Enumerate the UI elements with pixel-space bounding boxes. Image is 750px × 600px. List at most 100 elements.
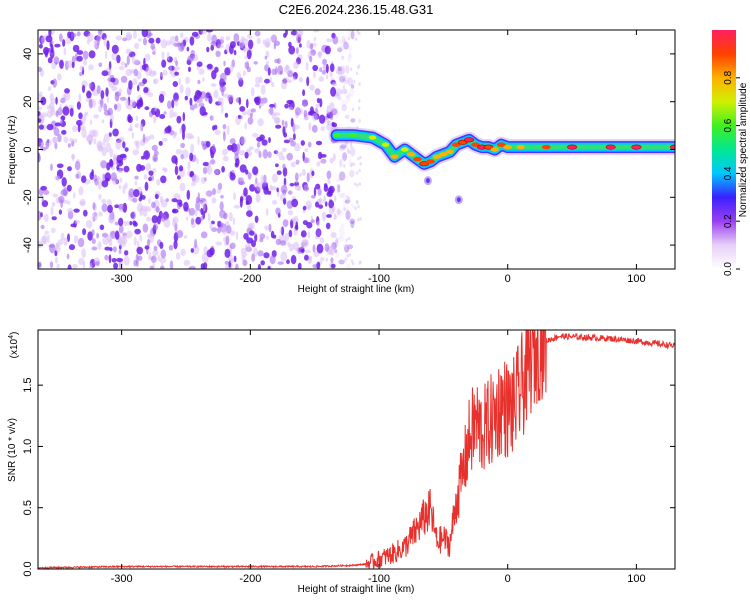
noise-blob xyxy=(116,54,121,64)
noise-blob xyxy=(294,107,302,116)
y-tick-label: 0 xyxy=(22,146,34,152)
noise-blob xyxy=(82,50,89,60)
noise-blob xyxy=(100,90,105,100)
noise-blob xyxy=(337,67,343,75)
noise-blob xyxy=(169,65,172,75)
noise-blob xyxy=(189,170,195,177)
noise-blob xyxy=(341,55,345,60)
noise-blob xyxy=(174,165,179,176)
noise-blob xyxy=(67,233,70,242)
noise-blob xyxy=(48,244,55,248)
noise-blob xyxy=(45,140,50,150)
colorbar-tick-label: 0.2 xyxy=(723,214,734,228)
noise-blob xyxy=(61,129,67,135)
noise-blob xyxy=(260,84,266,95)
noise-blob xyxy=(297,185,301,191)
noise-blob xyxy=(316,261,321,269)
noise-blob xyxy=(81,128,87,139)
noise-blob xyxy=(275,66,278,75)
noise-blob xyxy=(249,222,255,230)
noise-blob xyxy=(307,231,311,239)
noise-blob xyxy=(268,223,272,233)
noise-blob xyxy=(134,181,138,186)
noise-blob xyxy=(54,250,58,257)
noise-blob xyxy=(176,115,182,124)
noise-blob xyxy=(172,112,178,118)
noise-blob xyxy=(76,55,83,62)
noise-blob xyxy=(116,154,123,164)
noise-blob xyxy=(132,78,138,86)
spectrogram-x-label: Height of straight line (km) xyxy=(298,284,415,295)
noise-blob xyxy=(340,223,345,229)
noise-blob xyxy=(337,185,341,193)
noise-blob xyxy=(244,55,248,60)
noise-blob xyxy=(146,216,151,222)
noise-blob xyxy=(38,124,45,130)
noise-blob xyxy=(303,109,308,119)
noise-blob xyxy=(261,181,268,187)
noise-blob xyxy=(165,198,169,203)
noise-blob xyxy=(68,244,76,251)
noise-blob xyxy=(314,88,321,96)
noise-blob xyxy=(78,186,84,196)
noise-blob xyxy=(249,230,255,236)
noise-blob xyxy=(337,192,345,198)
signal-hotspot xyxy=(541,144,551,150)
noise-blob xyxy=(125,98,130,109)
noise-blob xyxy=(268,137,271,143)
noise-blob xyxy=(78,112,83,120)
noise-blob xyxy=(142,37,148,46)
noise-blob xyxy=(304,148,309,153)
snr-y-label: SNR (10 * v/v) xyxy=(7,418,18,482)
noise-blob xyxy=(295,159,301,164)
noise-blob xyxy=(135,115,139,122)
noise-blob xyxy=(128,80,133,90)
noise-blob xyxy=(336,209,344,217)
noise-blob xyxy=(74,219,80,224)
noise-blob xyxy=(104,50,108,59)
noise-blob xyxy=(72,125,78,132)
noise-blob xyxy=(298,76,304,83)
noise-blob xyxy=(342,80,349,85)
noise-blob xyxy=(185,76,191,85)
noise-blob xyxy=(289,182,295,187)
noise-blob xyxy=(83,59,87,66)
noise-blob xyxy=(152,249,159,256)
noise-blob xyxy=(53,56,60,65)
noise-blob xyxy=(98,30,102,35)
noise-blob xyxy=(283,177,287,186)
noise-blob xyxy=(211,197,217,204)
noise-blob xyxy=(278,151,284,161)
noise-blob xyxy=(325,257,328,262)
noise-blob xyxy=(132,197,138,203)
noise-blob xyxy=(286,259,290,265)
noise-blob xyxy=(81,248,86,259)
noise-blob xyxy=(51,136,59,144)
noise-blob xyxy=(309,84,315,91)
noise-blob xyxy=(148,198,151,204)
noise-blob xyxy=(256,37,261,44)
noise-blob xyxy=(316,220,320,228)
noise-blob xyxy=(127,115,133,123)
noise-blob xyxy=(132,55,135,65)
y-tick-label: 20 xyxy=(22,96,34,108)
noise-blob xyxy=(223,212,228,220)
noise-blob xyxy=(92,202,96,210)
noise-blob xyxy=(326,74,329,80)
noise-blob xyxy=(123,255,130,266)
noise-blob xyxy=(357,204,360,209)
noise-blob xyxy=(205,190,211,197)
noise-blob xyxy=(345,94,351,100)
noise-blob xyxy=(112,128,119,137)
noise-blob xyxy=(235,158,240,166)
noise-blob xyxy=(98,145,104,152)
noise-blob xyxy=(308,122,312,131)
noise-blob xyxy=(351,84,355,89)
noise-blob xyxy=(198,68,205,75)
noise-blob xyxy=(194,208,198,217)
noise-blob xyxy=(357,156,360,161)
noise-blob xyxy=(135,253,139,263)
noise-blob xyxy=(343,242,347,251)
snr-scale-base: (x10 xyxy=(9,338,20,358)
noise-blob xyxy=(222,124,227,130)
